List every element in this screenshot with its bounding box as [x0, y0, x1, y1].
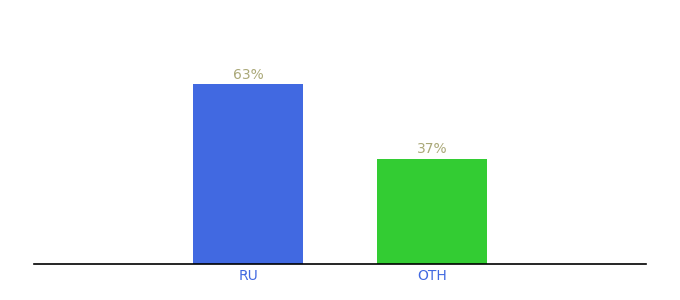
Bar: [193, 84, 303, 264]
Text: 63%: 63%: [233, 68, 264, 82]
Bar: [377, 158, 487, 264]
Text: 37%: 37%: [416, 142, 447, 156]
